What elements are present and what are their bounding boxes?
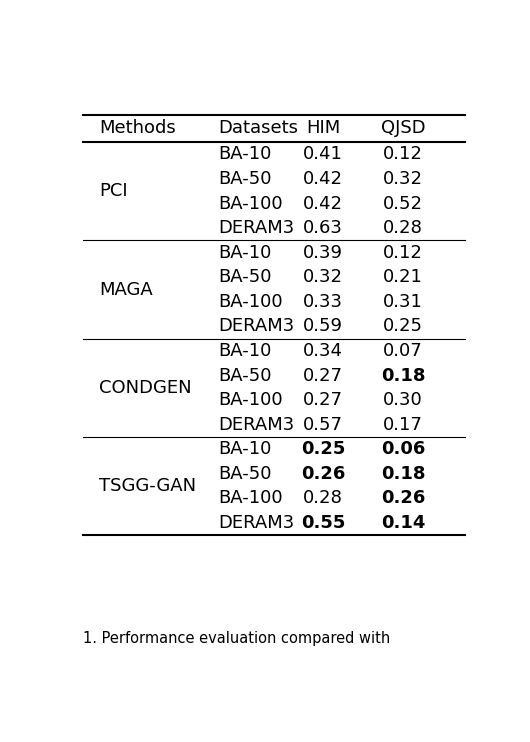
Text: DERAM3: DERAM3: [218, 416, 295, 434]
Text: 0.57: 0.57: [303, 416, 343, 434]
Text: 0.27: 0.27: [303, 367, 343, 384]
Text: 0.34: 0.34: [303, 342, 343, 360]
Text: TSGG-GAN: TSGG-GAN: [99, 477, 196, 495]
Text: 0.63: 0.63: [303, 219, 343, 237]
Text: 0.55: 0.55: [301, 514, 345, 532]
Text: PCI: PCI: [99, 183, 128, 200]
Text: 0.32: 0.32: [383, 170, 423, 188]
Text: 0.41: 0.41: [303, 145, 343, 163]
Text: BA-100: BA-100: [218, 490, 283, 508]
Text: 0.33: 0.33: [303, 293, 343, 311]
Text: BA-50: BA-50: [218, 269, 272, 286]
Text: 0.06: 0.06: [381, 440, 425, 459]
Text: 0.18: 0.18: [381, 367, 425, 384]
Text: 0.12: 0.12: [383, 243, 423, 262]
Text: DERAM3: DERAM3: [218, 514, 295, 532]
Text: Methods: Methods: [99, 119, 176, 137]
Text: BA-50: BA-50: [218, 170, 272, 188]
Text: DERAM3: DERAM3: [218, 318, 295, 335]
Text: 0.30: 0.30: [383, 391, 423, 409]
Text: DERAM3: DERAM3: [218, 219, 295, 237]
Text: 0.14: 0.14: [381, 514, 425, 532]
Text: QJSD: QJSD: [381, 119, 426, 137]
Text: Datasets: Datasets: [218, 119, 298, 137]
Text: 0.28: 0.28: [383, 219, 423, 237]
Text: 0.27: 0.27: [303, 391, 343, 409]
Text: 0.21: 0.21: [383, 269, 423, 286]
Text: BA-100: BA-100: [218, 391, 283, 409]
Text: BA-10: BA-10: [218, 145, 271, 163]
Text: 0.12: 0.12: [383, 145, 423, 163]
Text: BA-50: BA-50: [218, 367, 272, 384]
Text: 0.07: 0.07: [383, 342, 423, 360]
Text: 0.25: 0.25: [383, 318, 423, 335]
Text: 0.28: 0.28: [303, 490, 343, 508]
Text: BA-100: BA-100: [218, 194, 283, 213]
Text: 0.26: 0.26: [381, 490, 425, 508]
Text: 0.59: 0.59: [303, 318, 343, 335]
Text: 0.31: 0.31: [383, 293, 423, 311]
Text: 1. Performance evaluation compared with: 1. Performance evaluation compared with: [83, 631, 390, 646]
Text: BA-10: BA-10: [218, 342, 271, 360]
Text: 0.17: 0.17: [383, 416, 423, 434]
Text: BA-50: BA-50: [218, 464, 272, 483]
Text: 0.42: 0.42: [303, 170, 343, 188]
Text: 0.32: 0.32: [303, 269, 343, 286]
Text: 0.25: 0.25: [301, 440, 345, 459]
Text: 0.39: 0.39: [303, 243, 343, 262]
Text: BA-100: BA-100: [218, 293, 283, 311]
Text: BA-10: BA-10: [218, 243, 271, 262]
Text: 0.18: 0.18: [381, 464, 425, 483]
Text: 0.42: 0.42: [303, 194, 343, 213]
Text: BA-10: BA-10: [218, 440, 271, 459]
Text: 0.26: 0.26: [301, 464, 345, 483]
Text: HIM: HIM: [306, 119, 340, 137]
Text: 0.52: 0.52: [383, 194, 423, 213]
Text: MAGA: MAGA: [99, 280, 153, 298]
Text: CONDGEN: CONDGEN: [99, 379, 192, 397]
